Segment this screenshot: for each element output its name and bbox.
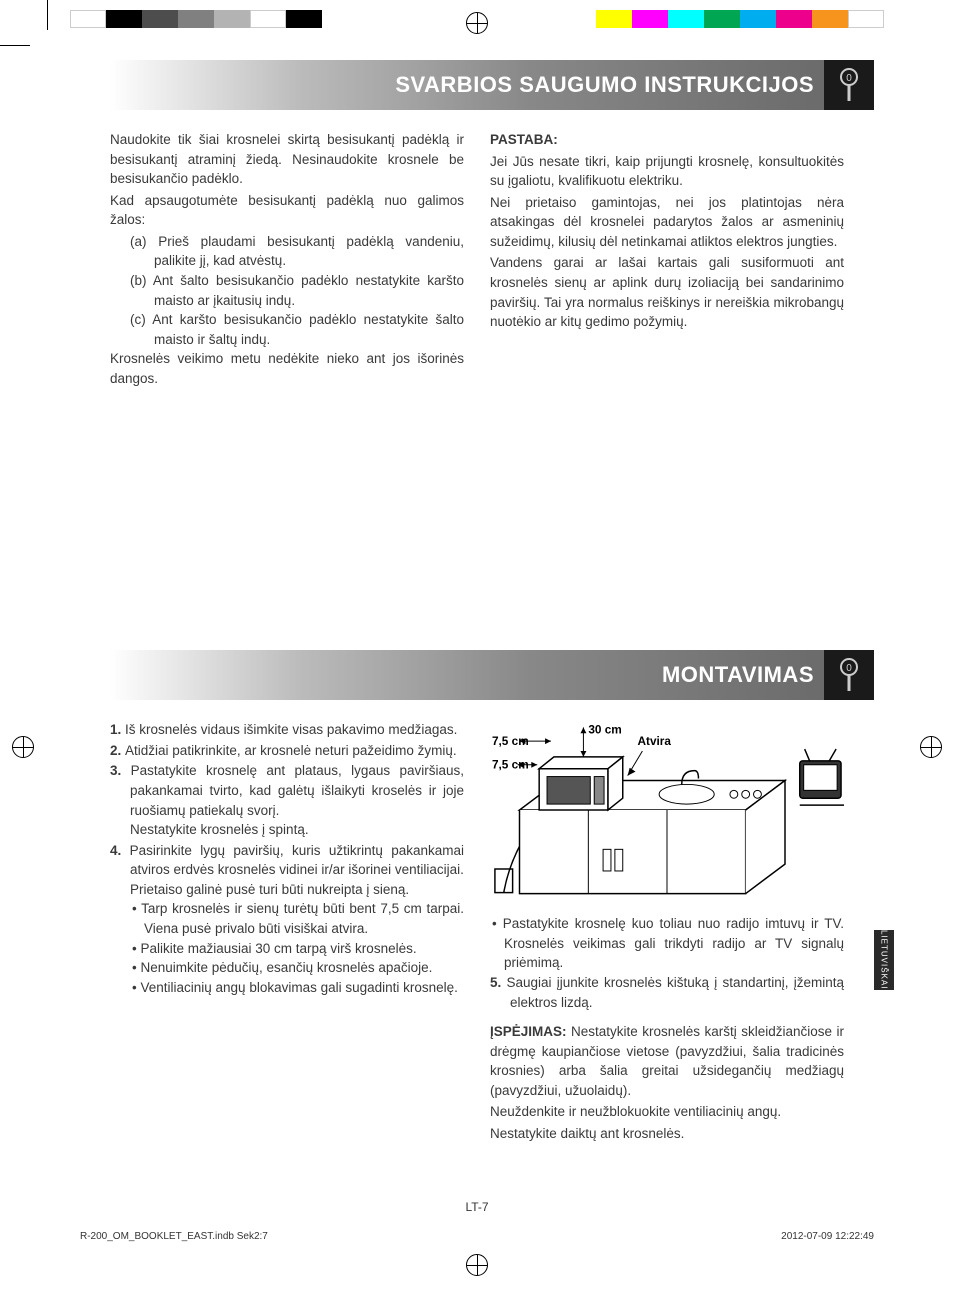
col-left-install: Iš krosnelės vidaus išimkite visas pakav… (110, 720, 464, 1145)
body-text: Neuždenkite ir neužblokuokite ventiliaci… (490, 1102, 844, 1122)
text: Pastatykite krosnelę ant plataus, lygaus… (130, 763, 464, 817)
list-item: Iš krosnelės vidaus išimkite visas pakav… (130, 720, 464, 740)
list-item: (c) Ant karšto besisukančio padėklo nest… (130, 310, 464, 349)
list-item: Pasirinkite lygų paviršių, kuris užtikri… (130, 841, 464, 998)
magnifier-icon: 0 (824, 650, 874, 700)
registration-mark-icon (466, 12, 488, 34)
warning-text: ĮSPĖJIMAS: Nestatykite krosnelės karštį … (490, 1022, 844, 1100)
registration-mark-icon (466, 1254, 488, 1276)
body-text: Vandens garai ar lašai kartais gali susi… (490, 253, 844, 331)
list-item: Palikite mažiausiai 30 cm tarpą virš kro… (144, 939, 464, 959)
color-bar-left (70, 10, 322, 28)
registration-mark-icon (920, 736, 942, 758)
list-item: Ventiliacinių angų blokavimas gali sugad… (144, 978, 464, 998)
svg-text:7,5 cm: 7,5 cm (492, 758, 529, 772)
list-item: (b) Ant šalto besisukančio padėklo nesta… (130, 271, 464, 310)
body-text: Nestatykite daiktų ant krosnelės. (490, 1124, 844, 1144)
body-text: Jei Jūs nesate tikri, kaip prijungti kro… (490, 152, 844, 191)
dim-label: 30 cm (588, 723, 621, 737)
svg-text:7,5 cm: 7,5 cm (492, 734, 529, 748)
col-right-install: 30 cm 7,5 cm 7,5 cm Atvira (490, 720, 844, 1145)
list-item: Pastatykite krosnelę ant plataus, lygaus… (130, 761, 464, 839)
language-tab: LIETUVIŠKAI (874, 930, 894, 990)
warning-label: ĮSPĖJIMAS: (490, 1024, 567, 1039)
list-item: Pastatykite krosnelę kuo toliau nuo radi… (504, 914, 844, 973)
page-number: LT-7 (465, 1200, 488, 1214)
footer-filename: R-200_OM_BOOKLET_EAST.indb Sek2:7 (80, 1231, 268, 1242)
list-item: Tarp krosnelės ir sienų turėtų būti bent… (144, 899, 464, 938)
body-text: Naudokite tik šiai krosnelei skirtą besi… (110, 130, 464, 189)
list-item: Saugiai įjunkite krosnelės kištuką į sta… (510, 973, 844, 1012)
section-header-safety: SVARBIOS SAUGUMO INSTRUKCIJOS 0 (80, 60, 874, 110)
body-text: Krosnelės veikimo metu nedėkite nieko an… (110, 349, 464, 388)
installation-diagram: 30 cm 7,5 cm 7,5 cm Atvira (490, 720, 844, 900)
col-right-safety: PASTABA: Jei Jūs nesate tikri, kaip prij… (490, 130, 844, 390)
body-text: Kad apsaugotumėte besisukantį padėklą nu… (110, 191, 464, 230)
svg-text:Atvira: Atvira (638, 734, 672, 748)
section-title: SVARBIOS SAUGUMO INSTRUKCIJOS (395, 72, 814, 98)
registration-mark-icon (12, 736, 34, 758)
list-item: Atidžiai patikrinkite, ar krosnelė netur… (130, 741, 464, 761)
note-heading: PASTABA: (490, 130, 844, 150)
crop-mark (47, 0, 48, 30)
color-bar-right (596, 10, 884, 28)
section-title: MONTAVIMAS (662, 662, 814, 688)
svg-text:0: 0 (846, 663, 852, 674)
text: Prietaiso galinė pusė turi būti nukreipt… (130, 880, 409, 900)
svg-text:0: 0 (846, 73, 852, 84)
section-header-install: MONTAVIMAS 0 (80, 650, 874, 700)
footer-timestamp: 2012-07-09 12:22:49 (781, 1231, 874, 1242)
list-item: (a) Prieš plaudami besisukantį padėklą v… (130, 232, 464, 271)
text: Nestatykite krosnelės į spintą. (130, 820, 309, 840)
list-item: Nenuimkite pėdučių, esančių krosnelės ap… (144, 958, 464, 978)
magnifier-icon: 0 (824, 60, 874, 110)
text: Pasirinkite lygų paviršių, kuris užtikri… (130, 843, 464, 878)
crop-mark (0, 45, 30, 46)
col-left-safety: Naudokite tik šiai krosnelei skirtą besi… (110, 130, 464, 390)
body-text: Nei prietaiso gamintojas, nei jos platin… (490, 193, 844, 252)
